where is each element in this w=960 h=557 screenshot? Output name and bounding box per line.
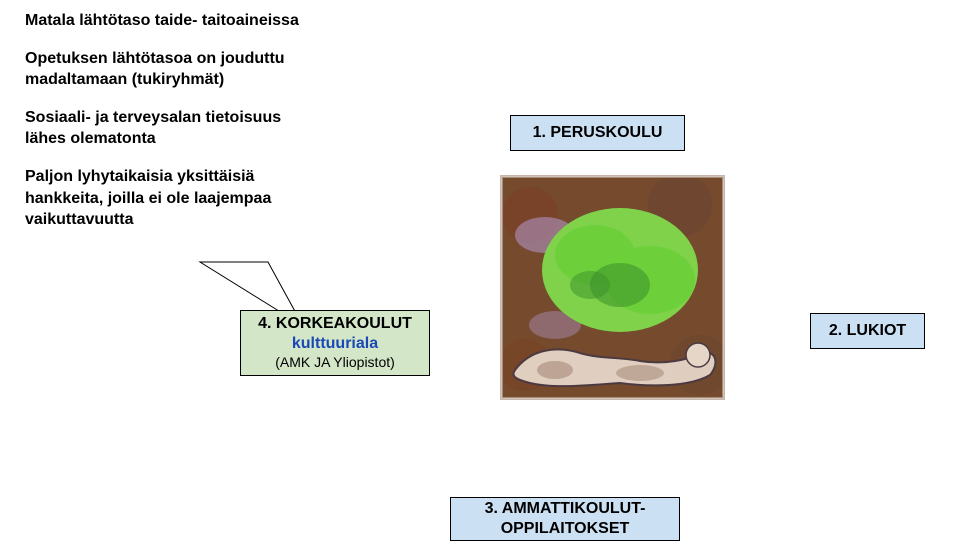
painting-svg [500, 175, 725, 400]
box-ammatti-line2: OPPILAITOKSET [501, 519, 630, 539]
callout-line-3b: lähes olematonta [25, 128, 365, 150]
callout-line-4a: Paljon lyhytaikaisia yksittäisiä [25, 166, 365, 188]
callout-line-3a: Sosiaali- ja terveysalan tietoisuus [25, 107, 365, 129]
box-ammatti: 3. AMMATTIKOULUT- OPPILAITOKSET [450, 497, 680, 541]
box-korkeakoulut-line2: kulttuuriala [292, 334, 378, 354]
callout-line-4c: vaikuttavuutta [25, 209, 365, 231]
box-lukiot-label: 2. LUKIOT [829, 322, 906, 340]
box-korkeakoulut-line1: 4. KORKEAKOULUT [258, 314, 412, 334]
callout-line-2b: madaltamaan (tukiryhmät) [25, 69, 365, 91]
box-peruskoulu-label: 1. PERUSKOULU [533, 124, 663, 142]
box-peruskoulu: 1. PERUSKOULU [510, 115, 685, 151]
box-korkeakoulut: 4. KORKEAKOULUT kulttuuriala (AMK JA Yli… [240, 310, 430, 376]
box-lukiot: 2. LUKIOT [810, 313, 925, 349]
box-korkeakoulut-line3: (AMK JA Yliopistot) [275, 354, 395, 372]
callout-text: Matala lähtötaso taide- taitoaineissa Op… [25, 10, 365, 231]
callout-line-1: Matala lähtötaso taide- taitoaineissa [25, 10, 365, 32]
callout-line-2a: Opetuksen lähtötasoa on jouduttu [25, 48, 365, 70]
box-ammatti-line1: 3. AMMATTIKOULUT- [485, 499, 646, 519]
center-painting [500, 175, 725, 400]
callout-line-4b: hankkeita, joilla ei ole laajempaa [25, 188, 365, 210]
